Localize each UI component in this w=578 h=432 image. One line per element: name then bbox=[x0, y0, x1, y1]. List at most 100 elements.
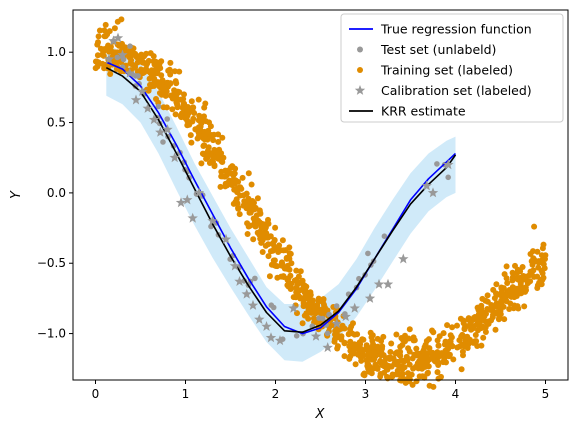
training-point bbox=[201, 113, 207, 120]
training-point bbox=[506, 306, 513, 312]
training-point bbox=[237, 184, 244, 191]
training-point bbox=[401, 364, 408, 371]
training-point bbox=[246, 209, 253, 216]
training-point bbox=[530, 248, 536, 255]
calibration-point bbox=[349, 302, 360, 313]
calibration-point bbox=[398, 253, 409, 264]
training-point bbox=[286, 266, 293, 273]
calibration-point bbox=[117, 49, 128, 60]
legend-star-swatch bbox=[354, 85, 366, 95]
training-point bbox=[435, 359, 442, 366]
training-point bbox=[341, 353, 348, 360]
training-point bbox=[150, 58, 157, 65]
training-point bbox=[517, 280, 524, 287]
training-point bbox=[459, 348, 466, 355]
training-point bbox=[172, 111, 179, 118]
training-point bbox=[170, 91, 177, 98]
training-point bbox=[118, 16, 125, 23]
training-point bbox=[165, 81, 171, 87]
training-point bbox=[305, 296, 312, 303]
training-point bbox=[250, 236, 257, 243]
training-point bbox=[190, 115, 197, 122]
training-point bbox=[457, 315, 464, 322]
training-point bbox=[351, 341, 358, 348]
training-point bbox=[215, 138, 222, 145]
calibration-point bbox=[421, 180, 432, 191]
calibration-point bbox=[288, 302, 299, 313]
training-point bbox=[501, 271, 508, 278]
y-tick-label: 1.0 bbox=[47, 45, 66, 59]
training-point bbox=[102, 21, 109, 28]
training-point bbox=[522, 276, 529, 283]
training-point bbox=[485, 318, 492, 325]
training-point bbox=[406, 326, 413, 333]
training-point bbox=[390, 355, 397, 362]
training-point bbox=[538, 252, 545, 259]
calibration-point bbox=[247, 299, 259, 310]
training-point bbox=[272, 224, 279, 231]
training-point bbox=[385, 362, 392, 369]
calibration-point bbox=[108, 35, 119, 46]
legend-label: KRR estimate bbox=[381, 104, 466, 119]
training-point bbox=[94, 63, 101, 70]
training-point bbox=[424, 370, 431, 377]
training-point bbox=[518, 290, 525, 297]
legend-label: True regression function bbox=[380, 22, 532, 37]
training-point bbox=[480, 316, 487, 323]
test-point bbox=[324, 330, 331, 337]
training-point bbox=[267, 248, 274, 255]
training-point bbox=[246, 204, 253, 211]
training-point bbox=[408, 371, 415, 378]
training-point bbox=[440, 330, 447, 337]
x-axis: 0 1 2 3 4 5 bbox=[92, 380, 549, 401]
x-tick-label: 1 bbox=[182, 387, 190, 401]
training-point bbox=[484, 292, 491, 299]
training-point bbox=[509, 277, 516, 284]
training-point bbox=[391, 360, 398, 367]
training-point bbox=[288, 260, 295, 267]
y-tick-label: 0.0 bbox=[47, 186, 66, 200]
training-point bbox=[463, 334, 470, 341]
training-point bbox=[174, 88, 181, 95]
training-point bbox=[245, 170, 252, 177]
training-point bbox=[425, 355, 432, 362]
training-point bbox=[254, 195, 261, 202]
training-point bbox=[287, 286, 294, 292]
calibration-point bbox=[241, 288, 252, 299]
calibration-point bbox=[220, 233, 232, 244]
calibration-point bbox=[182, 194, 193, 205]
y-axis: −1.0 −0.5 0.0 0.5 1.0 bbox=[37, 45, 73, 341]
training-point bbox=[307, 301, 314, 308]
training-point bbox=[211, 131, 217, 138]
training-point bbox=[153, 65, 160, 71]
training-point bbox=[534, 273, 541, 280]
training-point bbox=[163, 104, 170, 111]
training-point bbox=[482, 297, 489, 304]
training-point bbox=[346, 343, 353, 350]
training-point bbox=[380, 333, 387, 340]
test-point bbox=[160, 139, 166, 145]
training-point bbox=[188, 98, 195, 105]
training-point bbox=[493, 290, 499, 297]
training-point bbox=[429, 349, 436, 356]
training-point bbox=[145, 87, 152, 94]
training-point bbox=[484, 306, 491, 312]
training-point bbox=[434, 349, 441, 356]
training-point bbox=[377, 371, 384, 377]
training-point bbox=[295, 273, 302, 280]
training-point bbox=[176, 68, 183, 75]
training-point bbox=[533, 258, 540, 265]
training-point bbox=[449, 324, 456, 331]
training-point bbox=[435, 342, 442, 349]
test-point bbox=[365, 250, 371, 257]
training-point bbox=[478, 302, 485, 309]
training-point bbox=[331, 338, 338, 345]
training-point bbox=[111, 25, 118, 32]
training-point bbox=[231, 170, 238, 177]
training-point bbox=[283, 254, 290, 261]
test-point bbox=[381, 233, 388, 239]
training-point bbox=[293, 267, 300, 274]
calibration-point bbox=[382, 278, 394, 289]
training-point bbox=[422, 341, 429, 348]
legend: True regression function Test set (unlabe… bbox=[340, 13, 564, 123]
